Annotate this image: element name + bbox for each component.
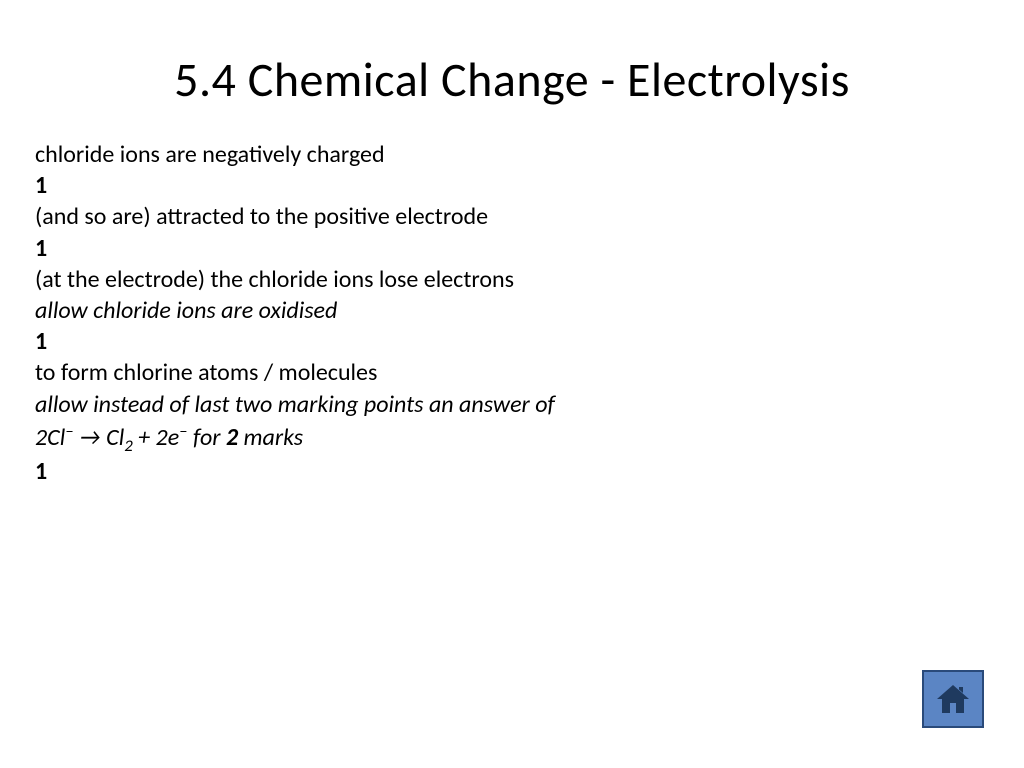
line-8: to form chlorine atoms / molecules <box>35 357 1024 388</box>
line-3: (and so are) attracted to the positive e… <box>35 201 1024 232</box>
mark-4: 1 <box>35 456 1024 487</box>
line-5: (at the electrode) the chloride ions los… <box>35 264 1024 295</box>
line-6: allow chloride ions are oxidised <box>35 295 1024 326</box>
mark-2: 1 <box>35 233 1024 264</box>
slide-content: chloride ions are negatively charged 1 (… <box>0 139 1024 488</box>
mark-1: 1 <box>35 170 1024 201</box>
line-1: chloride ions are negatively charged <box>35 139 1024 170</box>
home-icon <box>933 679 973 719</box>
mark-3: 1 <box>35 326 1024 357</box>
home-button[interactable] <box>922 670 984 728</box>
line-10: 2Cl– → Cl2 + 2e– for 2 marks <box>35 420 1024 457</box>
line-9: allow instead of last two marking points… <box>35 389 1024 420</box>
slide-title: 5.4 Chemical Change - Electrolysis <box>0 0 1024 139</box>
